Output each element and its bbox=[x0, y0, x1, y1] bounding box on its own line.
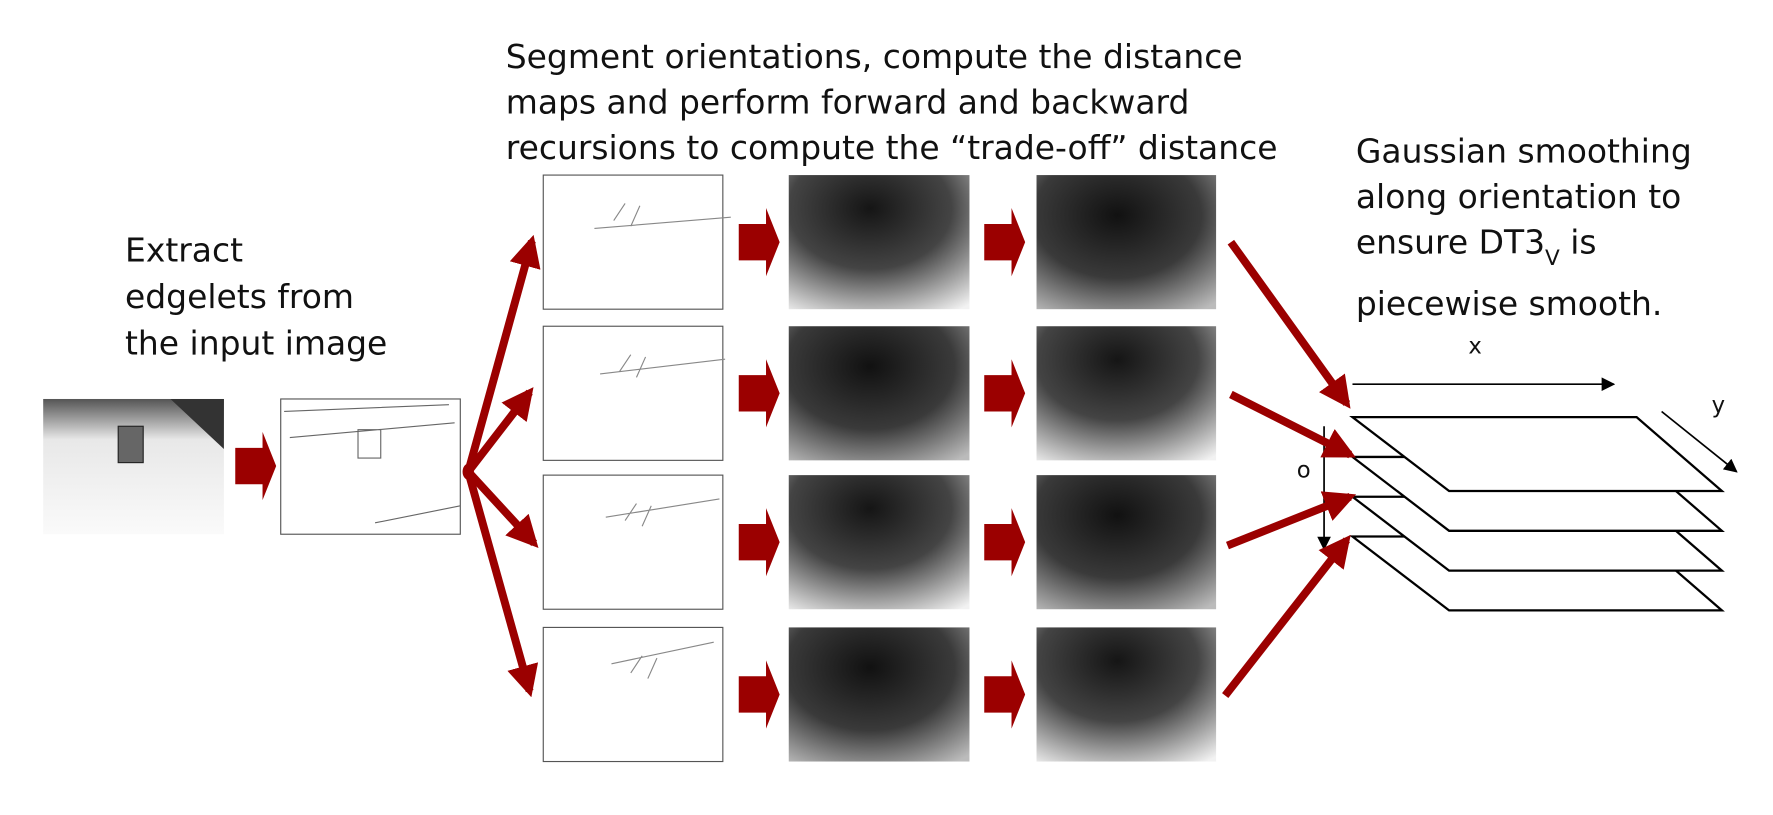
subscript: V bbox=[1545, 246, 1560, 271]
volume-plane bbox=[1349, 416, 1725, 493]
distance-map bbox=[788, 175, 970, 310]
block-arrow bbox=[984, 359, 1026, 428]
block-arrow bbox=[738, 660, 780, 729]
tradeoff-distance-map bbox=[1036, 627, 1217, 762]
image-detail bbox=[284, 404, 461, 524]
step2-text: Segment orientations, compute the distan… bbox=[506, 37, 1243, 76]
axis-label: y bbox=[1712, 393, 1725, 419]
orientation-edge-image bbox=[542, 626, 724, 763]
step2-text: recursions to compute the “trade-off” di… bbox=[506, 128, 1278, 167]
distance-map bbox=[788, 326, 970, 461]
orientation-edge-image bbox=[542, 325, 724, 461]
step1-text: Extract bbox=[125, 230, 243, 269]
orientation-edge-image bbox=[542, 474, 724, 610]
image-detail bbox=[600, 354, 726, 378]
input-image bbox=[43, 398, 224, 535]
flow-arrow bbox=[1227, 239, 1351, 409]
image-detail bbox=[594, 203, 731, 230]
flow-arrow bbox=[1222, 534, 1351, 699]
image-detail bbox=[611, 641, 714, 679]
flow-arrow bbox=[1229, 390, 1356, 459]
block-arrow bbox=[738, 359, 780, 428]
block-arrow bbox=[738, 508, 780, 577]
distance-map bbox=[788, 475, 970, 610]
step3-text: Gaussian smoothing bbox=[1356, 132, 1692, 171]
step3-text: along orientation to bbox=[1356, 177, 1681, 216]
y-axis-arrow bbox=[1661, 410, 1738, 473]
step3-text-part: ensure DT3 bbox=[1356, 222, 1545, 261]
axis-label: o bbox=[1297, 457, 1311, 483]
orientation-edge-image bbox=[542, 174, 724, 310]
image-detail bbox=[605, 498, 720, 527]
step2-text: maps and perform forward and backward bbox=[506, 83, 1190, 122]
block-arrow bbox=[738, 208, 780, 277]
edge-image bbox=[280, 398, 461, 535]
step3-text: ensure DT3V is bbox=[1356, 222, 1597, 270]
flow-arrow bbox=[465, 387, 534, 475]
flow-arrow bbox=[1225, 491, 1357, 550]
tradeoff-distance-map bbox=[1036, 175, 1217, 310]
image-detail bbox=[117, 425, 144, 464]
tradeoff-distance-map bbox=[1036, 475, 1217, 610]
block-arrow bbox=[984, 508, 1026, 577]
block-arrow bbox=[984, 208, 1026, 277]
image-detail bbox=[43, 398, 224, 449]
step3-text: piecewise smooth. bbox=[1356, 284, 1662, 323]
distance-map bbox=[788, 627, 970, 762]
step3-text-part: is bbox=[1560, 222, 1597, 261]
axis-label: x bbox=[1468, 334, 1481, 360]
step1-text: the input image bbox=[125, 324, 387, 363]
flow-arrow bbox=[464, 234, 541, 473]
flow-arrow bbox=[464, 470, 539, 698]
tradeoff-distance-map bbox=[1036, 326, 1217, 461]
volume-stack bbox=[1349, 416, 1725, 612]
block-arrow bbox=[984, 660, 1026, 729]
block-arrow bbox=[235, 431, 277, 501]
step1-text: edgelets from bbox=[125, 277, 354, 316]
flow-arrow bbox=[465, 469, 539, 548]
